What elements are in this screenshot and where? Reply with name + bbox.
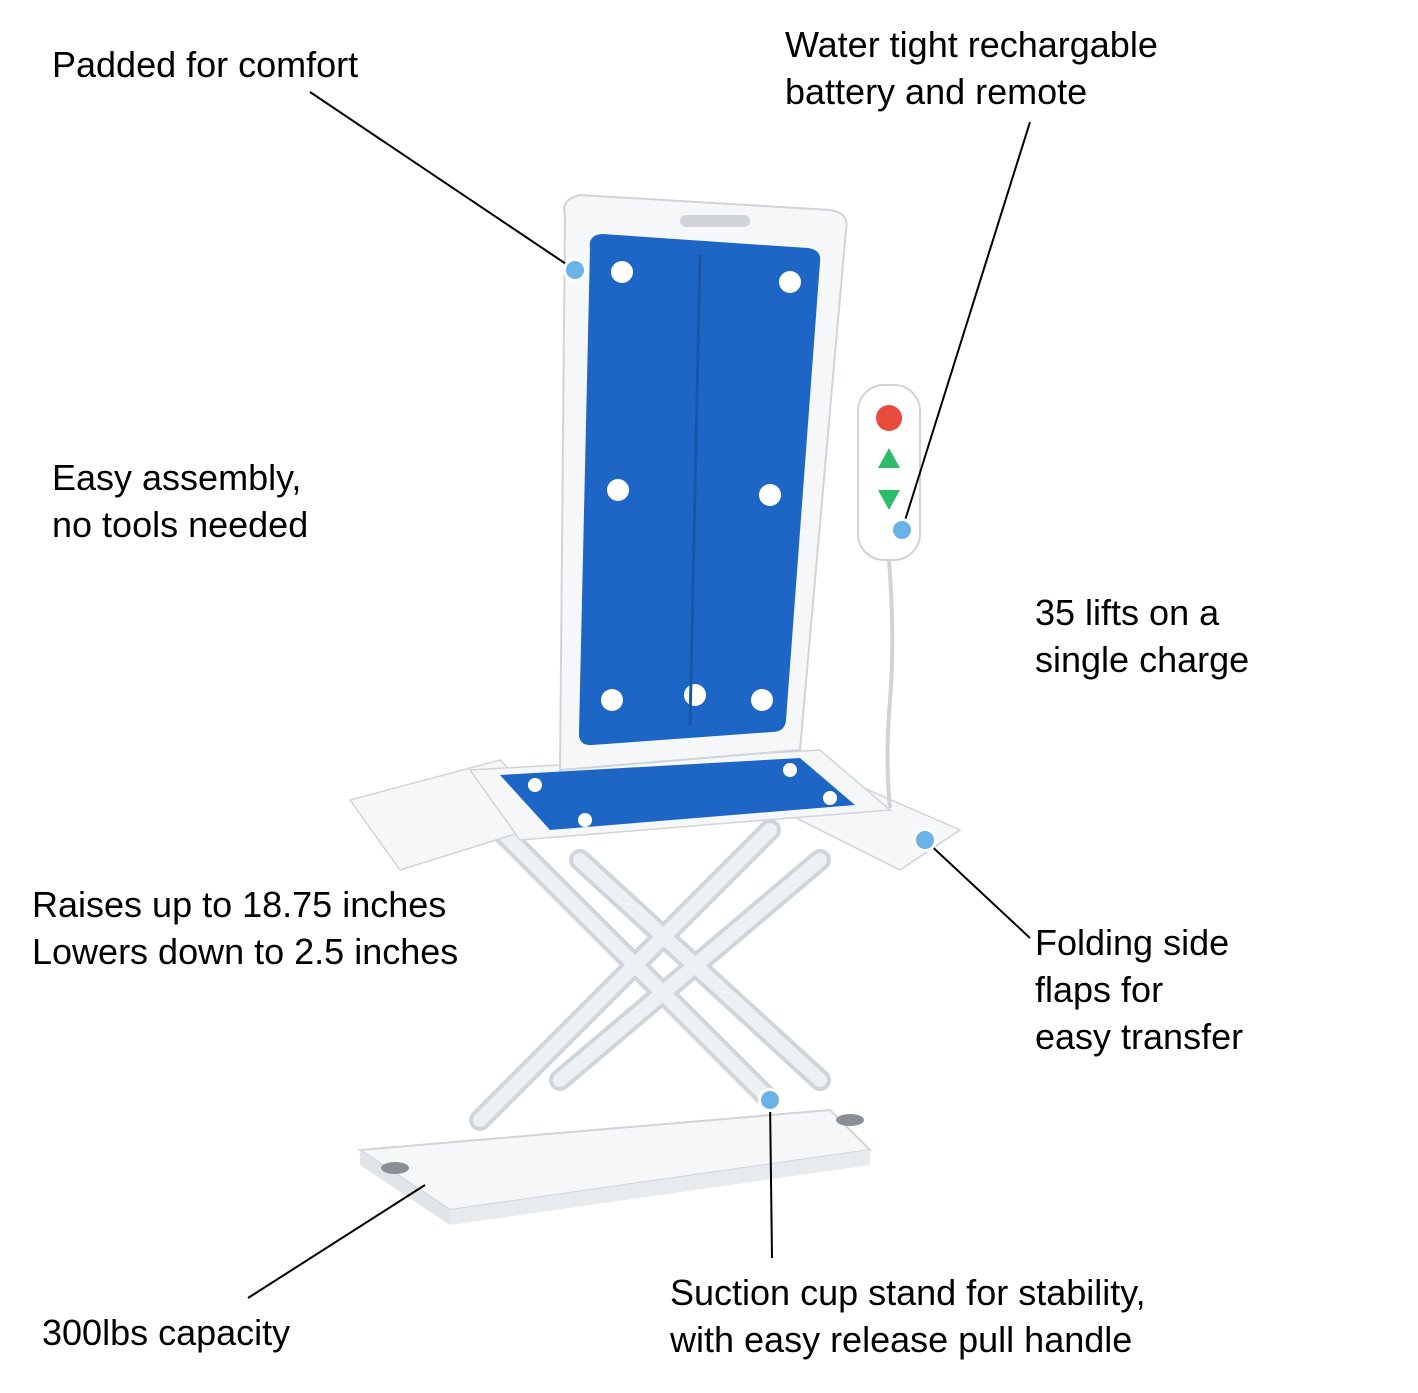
callout-line-folding-flaps (925, 840, 1030, 938)
callout-dot-battery-remote (890, 518, 914, 542)
callout-dot-folding-flaps (913, 828, 937, 852)
product-illustration (0, 0, 1418, 1393)
callout-dot-suction-cup (758, 1088, 782, 1112)
callout-line-capacity (248, 1185, 425, 1298)
callout-easy-assembly: Easy assembly, no tools needed (52, 455, 308, 549)
callout-line-battery-remote (902, 122, 1030, 530)
callout-capacity: 300lbs capacity (42, 1310, 290, 1357)
infographic-canvas: Padded for comfort Water tight rechargab… (0, 0, 1418, 1393)
callout-lines (0, 0, 1418, 1393)
callout-raises-lowers: Raises up to 18.75 inches Lowers down to… (32, 882, 458, 976)
callout-suction-cup: Suction cup stand for stability, with ea… (670, 1270, 1146, 1364)
callout-folding-flaps: Folding side flaps for easy transfer (1035, 920, 1243, 1060)
callout-padded: Padded for comfort (52, 42, 358, 89)
callout-line-padded (310, 92, 575, 270)
callout-dot-padded (563, 258, 587, 282)
callout-battery-remote: Water tight rechargable battery and remo… (785, 22, 1158, 116)
callout-line-suction-cup (770, 1100, 772, 1258)
callout-lifts-per-charge: 35 lifts on a single charge (1035, 590, 1249, 684)
